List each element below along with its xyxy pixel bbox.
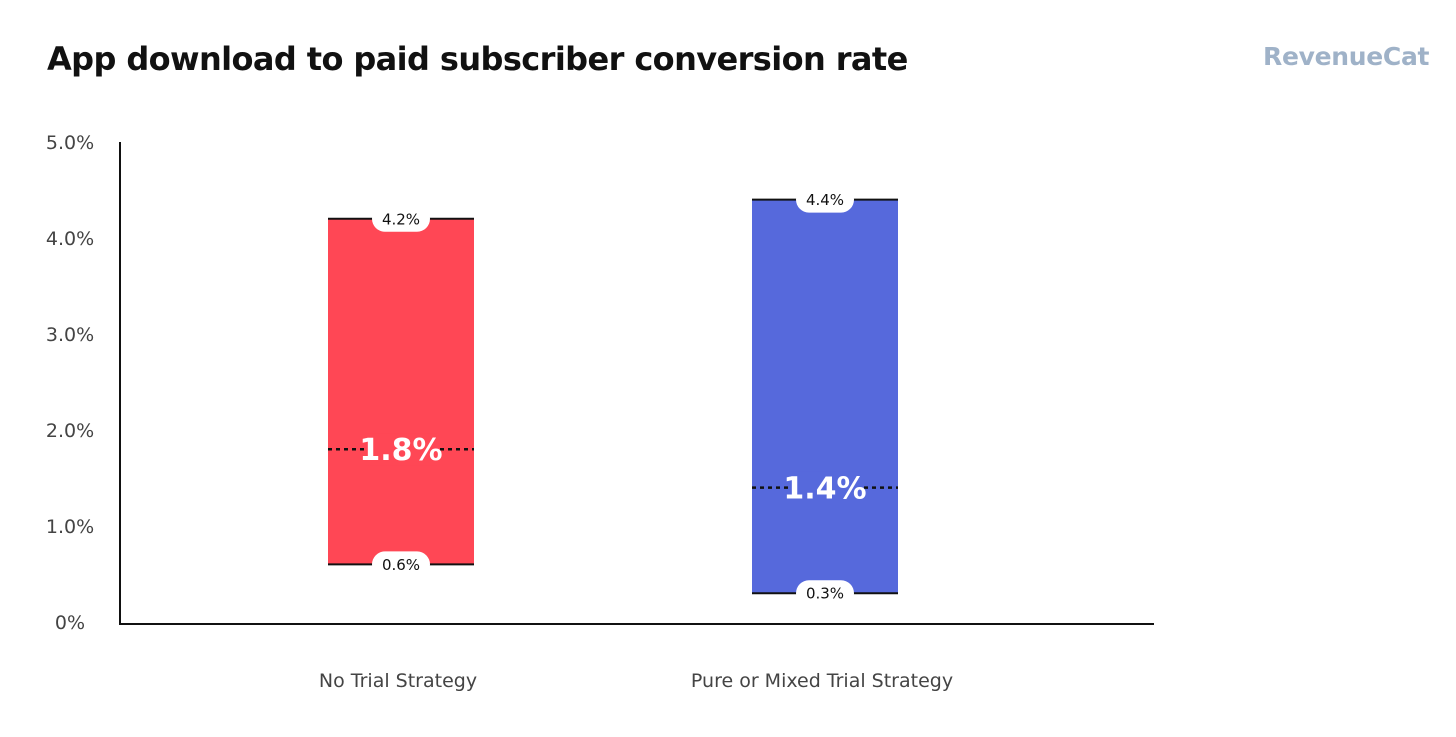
high-value-label: 4.2%	[382, 210, 420, 228]
low-value-label: 0.3%	[806, 585, 844, 603]
y-tick-label: 3.0%	[46, 324, 94, 346]
revenuecat-logo: RevenueCat	[1263, 42, 1430, 71]
median-label-bg	[789, 471, 861, 504]
y-tick-label: 5.0%	[46, 132, 94, 154]
y-tick-label: 1.0%	[46, 516, 94, 538]
high-value-label: 4.4%	[806, 191, 844, 209]
low-value-pill	[796, 580, 854, 607]
median-label-bg	[365, 433, 437, 466]
y-tick-label: 4.0%	[46, 228, 94, 250]
low-value-pill	[372, 551, 430, 578]
y-tick-label: 0%	[55, 612, 85, 634]
y-tick-label: 2.0%	[46, 420, 94, 442]
median-value-label: 1.8%	[359, 433, 442, 468]
range-bar	[328, 218, 474, 565]
median-value-label: 1.4%	[783, 472, 866, 507]
high-value-pill	[796, 186, 854, 213]
high-value-pill	[372, 205, 430, 232]
x-category-label: Pure or Mixed Trial Strategy	[691, 670, 953, 692]
low-value-label: 0.6%	[382, 556, 420, 574]
chart-title: App download to paid subscriber conversi…	[47, 40, 908, 78]
x-category-label: No Trial Strategy	[319, 670, 477, 692]
range-bar	[752, 199, 898, 594]
